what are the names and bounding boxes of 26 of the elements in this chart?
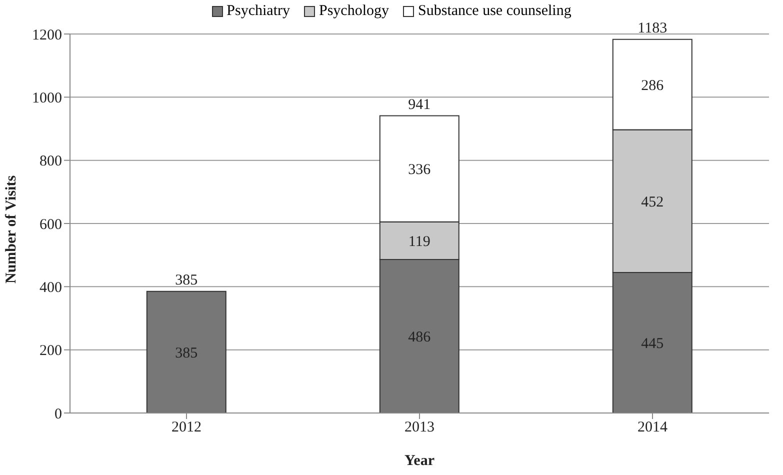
y-tick-label: 1000	[32, 90, 62, 106]
data-label: 452	[641, 194, 664, 210]
legend-label: Substance use counseling	[417, 2, 572, 20]
y-tick-label: 1200	[32, 27, 62, 44]
y-tick-label: 800	[40, 154, 62, 170]
y-tick-label: 0	[54, 406, 62, 422]
x-axis-title: Year	[404, 453, 435, 469]
y-tick-label: 600	[40, 216, 62, 233]
data-label: 385	[175, 346, 198, 362]
data-label: 286	[641, 78, 664, 94]
y-tick-label: 200	[40, 343, 62, 360]
legend-label: Psychology	[318, 2, 390, 20]
data-label: 336	[408, 162, 432, 178]
bar	[146, 290, 226, 413]
x-tick-label: 2014	[638, 420, 668, 436]
x-tick-label: 2013	[404, 420, 434, 436]
y-axis-title: Number of Visits	[3, 175, 20, 284]
data-label: 445	[641, 336, 664, 352]
data-label: 486	[408, 330, 432, 346]
legend-label: Psychiatry	[226, 2, 290, 20]
total-label: 385	[175, 272, 198, 288]
total-label: 1183	[638, 20, 668, 36]
data-label: 119	[408, 234, 430, 250]
total-label: 941	[408, 96, 431, 113]
x-tick-label: 2012	[172, 420, 202, 436]
y-tick-label: 400	[40, 280, 62, 296]
